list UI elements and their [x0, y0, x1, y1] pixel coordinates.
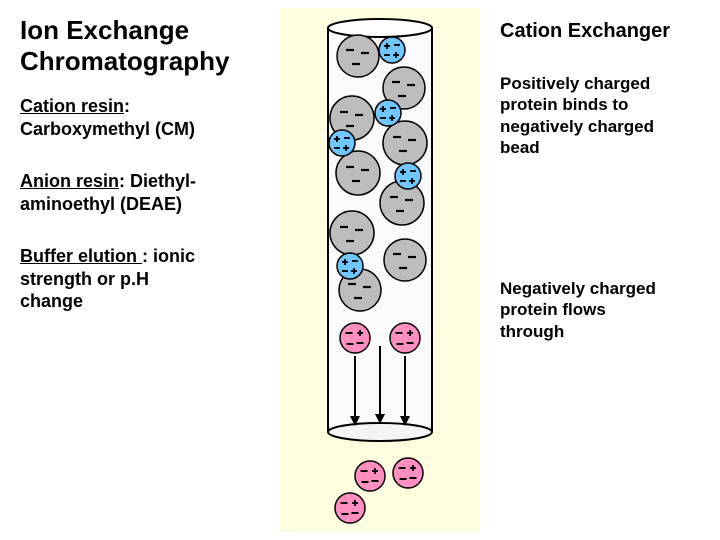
buffer-elution-label: Buffer elution — [20, 246, 142, 266]
anion-resin-section: Anion resin: Diethyl- aminoethyl (DEAE) — [20, 170, 260, 215]
positive-description: Positively charged protein binds to nega… — [500, 73, 700, 158]
left-column: Ion Exchange Chromatography Cation resin… — [20, 15, 260, 343]
buffer-elution-section: Buffer elution : ionic strength or p.H c… — [20, 245, 260, 313]
anion-resin-label: Anion resin — [20, 171, 119, 191]
cation-resin-text: Carboxymethyl (CM) — [20, 119, 195, 139]
exchanger-title: Cation Exchanger — [500, 20, 700, 43]
title-line2: Chromatography — [20, 46, 229, 76]
negative-description: Negatively charged protein flows through — [500, 278, 700, 342]
right-column: Cation Exchanger Positively charged prot… — [500, 20, 700, 462]
cation-resin-label: Cation resin — [20, 96, 124, 116]
title-line1: Ion Exchange — [20, 15, 189, 45]
column-figure — [280, 8, 480, 532]
page-title: Ion Exchange Chromatography — [20, 15, 260, 77]
anion-resin-text: aminoethyl (DEAE) — [20, 194, 182, 214]
cation-resin-section: Cation resin: Carboxymethyl (CM) — [20, 95, 260, 140]
column-svg — [280, 8, 480, 532]
